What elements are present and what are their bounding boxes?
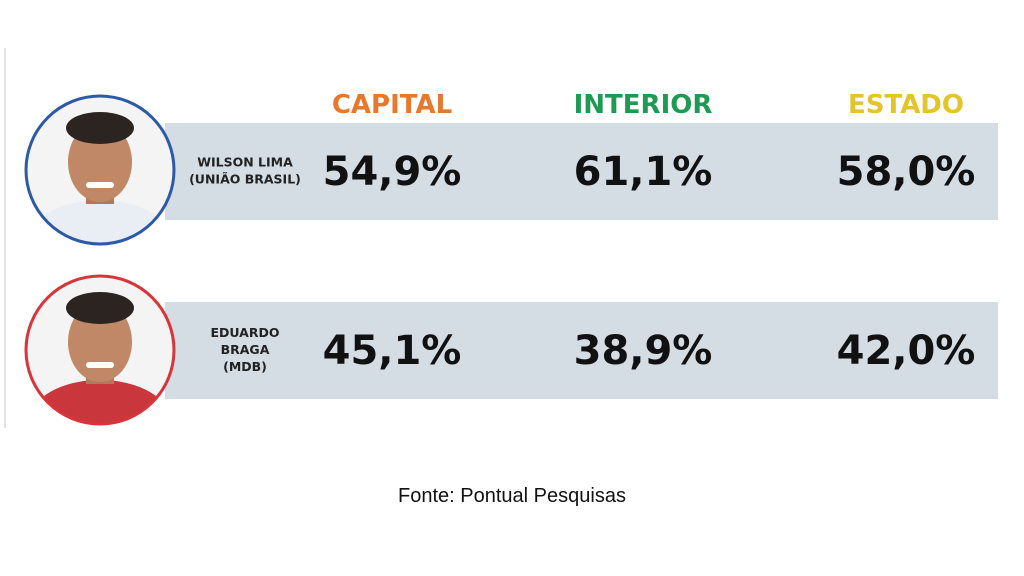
column-header: ESTADO xyxy=(848,90,964,120)
source: Fonte: Pontual Pesquisas xyxy=(398,485,626,507)
candidate-photo xyxy=(26,96,174,244)
row-band xyxy=(165,123,998,220)
candidate-name: WILSON LIMA xyxy=(197,155,293,170)
percentage: 45,1% xyxy=(323,328,462,374)
photo-border xyxy=(24,274,176,426)
percentage: 54,9% xyxy=(323,149,462,195)
candidate-name: BRAGA xyxy=(221,342,270,357)
photo-hair xyxy=(66,292,134,324)
percentage: 42,0% xyxy=(837,328,976,374)
percentage: 61,1% xyxy=(574,149,713,195)
candidate-name: EDUARDO xyxy=(211,325,280,340)
photo-smile xyxy=(86,182,114,188)
row-band xyxy=(165,302,998,399)
candidate-name: (MDB) xyxy=(223,359,267,374)
photo-shoulders xyxy=(30,380,170,424)
candidate-name: (UNIÃO BRASIL) xyxy=(189,172,301,187)
photo-shoulders xyxy=(30,200,170,244)
candidate-photo xyxy=(26,276,174,424)
photo-smile xyxy=(86,362,114,368)
photo-hair xyxy=(66,112,134,144)
percentage: 38,9% xyxy=(574,328,713,374)
percentage: 58,0% xyxy=(837,149,976,195)
photo-border xyxy=(24,94,176,246)
column-header: INTERIOR xyxy=(574,90,713,120)
column-header: CAPITAL xyxy=(332,90,452,120)
